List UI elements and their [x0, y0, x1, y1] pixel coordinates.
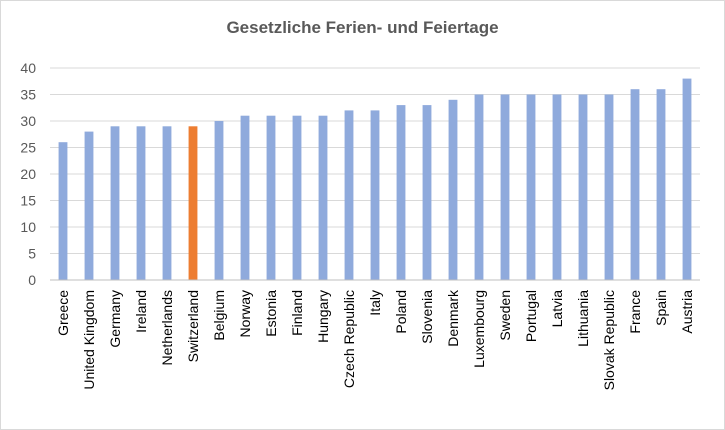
category-label: Estonia [263, 290, 279, 337]
bar-france [630, 89, 640, 280]
bar-belgium [214, 121, 224, 280]
chart-title: Gesetzliche Ferien- und Feiertage [226, 18, 499, 37]
bar-netherlands [162, 126, 172, 280]
bar-ireland [136, 126, 146, 280]
bar-estonia [266, 115, 276, 280]
bar-hungary [318, 115, 328, 280]
bar-norway [240, 115, 250, 280]
bar-luxembourg [474, 94, 484, 280]
category-label: Slovak Republic [601, 290, 617, 390]
bar-poland [396, 105, 406, 280]
category-label: Denmark [445, 289, 461, 347]
category-label: Switzerland [185, 290, 201, 362]
category-label: Czech Republic [341, 290, 357, 388]
y-tick-label: 20 [20, 166, 36, 182]
bar-slovenia [422, 105, 432, 280]
bar-latvia [552, 94, 562, 280]
bar-united-kingdom [84, 131, 94, 280]
bar-greece [58, 142, 68, 280]
category-label: Poland [393, 290, 409, 334]
bar-spain [656, 89, 666, 280]
category-label: Finland [289, 290, 305, 336]
bar-denmark [448, 99, 458, 280]
bar-austria [682, 78, 692, 280]
category-label: Slovenia [419, 290, 435, 344]
bar-italy [370, 110, 380, 281]
bar-slovak-republic [604, 94, 614, 280]
bar-finland [292, 115, 302, 280]
category-label: Italy [367, 290, 383, 316]
category-label: Hungary [315, 290, 331, 343]
category-label: Austria [679, 290, 695, 334]
bar-switzerland [188, 126, 198, 280]
y-tick-label: 5 [28, 246, 36, 262]
y-tick-label: 25 [20, 140, 36, 156]
y-tick-label: 0 [28, 272, 36, 288]
category-label: Germany [107, 290, 123, 348]
bar-lithuania [578, 94, 588, 280]
y-tick-label: 30 [20, 113, 36, 129]
category-label: Luxembourg [471, 290, 487, 368]
y-tick-label: 15 [20, 193, 36, 209]
category-label: Portugal [523, 290, 539, 342]
category-label: Sweden [497, 290, 513, 341]
bar-portugal [526, 94, 536, 280]
category-label: Netherlands [159, 290, 175, 366]
category-label: Lithuania [575, 290, 591, 347]
category-label: Belgium [211, 290, 227, 341]
category-label: France [627, 290, 643, 334]
category-label: Greece [55, 290, 71, 336]
y-tick-label: 40 [20, 60, 36, 76]
bar-sweden [500, 94, 510, 280]
category-label: Latvia [549, 290, 565, 328]
bar-czech-republic [344, 110, 354, 281]
category-label: Ireland [133, 290, 149, 333]
y-tick-label: 10 [20, 219, 36, 235]
category-label: Spain [653, 290, 669, 326]
category-label: Norway [237, 290, 253, 337]
bar-germany [110, 126, 120, 280]
y-tick-label: 35 [20, 87, 36, 103]
category-label: United Kingdom [81, 290, 97, 390]
